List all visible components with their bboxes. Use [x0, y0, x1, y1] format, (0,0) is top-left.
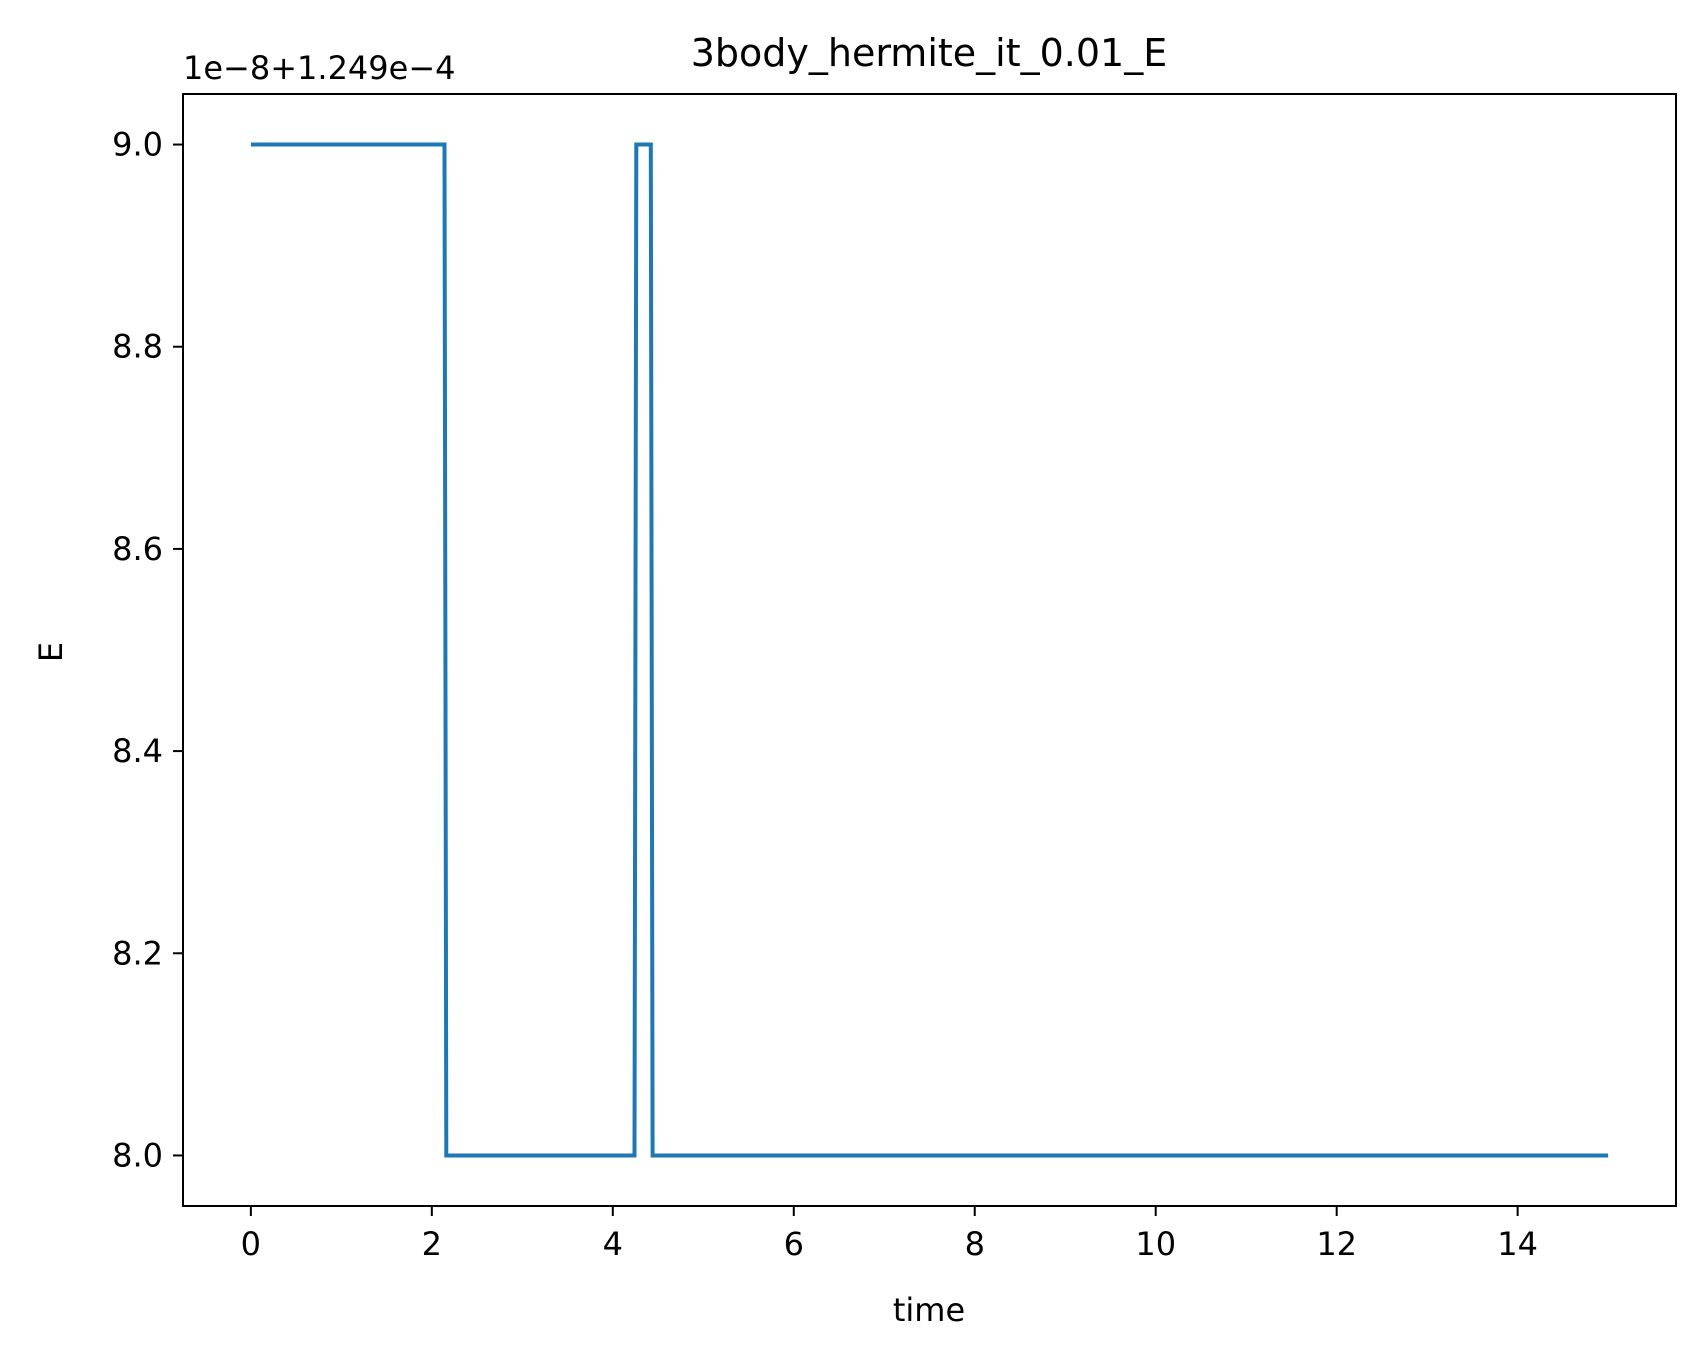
series-line-0	[250, 142, 1609, 1158]
x-tick-label: 0	[241, 1225, 261, 1263]
y-tick-label: 8.6	[112, 530, 163, 568]
x-axis-label: time	[893, 1291, 965, 1329]
x-tick-label: 2	[422, 1225, 442, 1263]
chart-title: 3body_hermite_it_0.01_E	[691, 31, 1168, 75]
x-tick-label: 12	[1316, 1225, 1357, 1263]
y-axis-ticks: 8.0 8.2 8.4 8.6 8.8 9.0	[112, 126, 183, 1174]
y-tick-label: 8.2	[112, 934, 163, 972]
y-tick-label: 8.0	[112, 1136, 163, 1174]
x-tick-label: 4	[603, 1225, 623, 1263]
x-tick-label: 10	[1135, 1225, 1176, 1263]
x-axis-ticks: 0 2 4 6 8 10 12 14	[241, 1206, 1538, 1263]
y-tick-label: 8.4	[112, 732, 163, 770]
x-tick-label: 14	[1497, 1225, 1538, 1263]
y-offset-label: 1e−8+1.249e−4	[183, 49, 456, 87]
plot-frame	[182, 93, 1677, 1207]
x-tick-label: 8	[965, 1225, 985, 1263]
y-axis-label: E	[32, 642, 70, 662]
y-tick-label: 9.0	[112, 126, 163, 164]
x-tick-label: 6	[784, 1225, 804, 1263]
y-tick-label: 8.8	[112, 328, 163, 366]
plot-marks	[250, 142, 1609, 1158]
